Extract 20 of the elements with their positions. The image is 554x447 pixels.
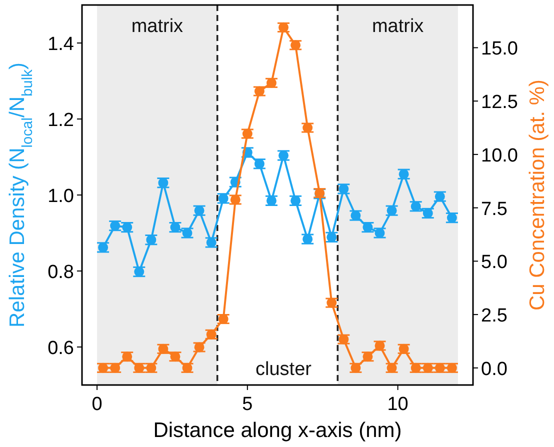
y2-axis-title: Cu Concentration (at. %): [526, 79, 549, 311]
y2-tick-label: 15.0: [481, 38, 518, 60]
x-tick-label: 0: [92, 394, 102, 415]
y-tick-label: 0.8: [48, 262, 74, 283]
x-tick-label: 10: [387, 394, 408, 415]
y-tick-label: 1.0: [48, 186, 74, 207]
y-tick-label: 1.2: [48, 110, 74, 131]
x-axis-title: Distance along x-axis (nm): [153, 419, 402, 442]
y2-tick-label: 5.0: [481, 252, 508, 274]
band-label: matrix: [131, 16, 184, 37]
y2-tick-label: 10.0: [481, 145, 518, 166]
y2-tick-label: 12.5: [481, 92, 518, 114]
y2-tick-label: 7.5: [481, 198, 508, 220]
y-tick-label: 1.4: [48, 34, 74, 55]
annotation: cluster: [256, 359, 312, 380]
x-tick-label: 5: [242, 394, 253, 415]
y-tick-label: 0.6: [48, 338, 74, 359]
y2-tick-label: 2.5: [481, 306, 508, 327]
y2-tick-label: 0.0: [481, 358, 508, 380]
band-label: matrix: [372, 16, 424, 37]
